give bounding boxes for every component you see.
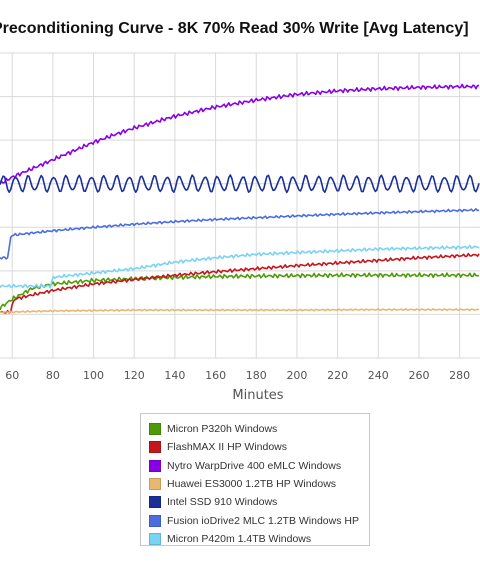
series-line	[0, 307, 480, 314]
x-tick-label: 100	[83, 369, 104, 382]
x-tick-label: 220	[327, 369, 348, 382]
legend-item: Intel SSD 910 Windows	[149, 493, 369, 511]
x-tick-labels: 60 80 100 120 140 160 180 200 220 240 260 280	[5, 369, 470, 382]
series-line	[0, 272, 480, 311]
legend: Micron P320h Windows FlashMAX II HP Windo…	[140, 413, 370, 546]
series-line	[0, 208, 480, 260]
x-tick-label: 260	[408, 369, 429, 382]
legend-swatch	[149, 459, 161, 472]
legend-item: Fusion ioDrive2 MLC 1.2TB Windows HP	[149, 511, 369, 529]
legend-label: Micron P320h Windows	[167, 423, 278, 436]
legend-swatch	[149, 441, 161, 454]
legend-swatch	[149, 423, 161, 436]
x-axis-label: Minutes	[232, 388, 284, 403]
chart-title: Preconditioning Curve - 8K 70% Read 30% …	[0, 20, 469, 37]
legend-swatch	[149, 496, 161, 509]
series-line	[0, 174, 480, 194]
x-tick-label: 240	[368, 369, 389, 382]
legend-swatch	[149, 532, 161, 545]
legend-label: Fusion ioDrive2 MLC 1.2TB Windows HP	[167, 514, 359, 527]
legend-label: Intel SSD 910 Windows	[167, 496, 278, 509]
legend-item: Micron P320h Windows	[149, 420, 369, 438]
legend-swatch	[149, 514, 161, 527]
series-line	[0, 83, 479, 185]
legend-item: Huawei ES3000 1.2TB HP Windows	[149, 475, 369, 493]
legend-item: Nytro WarpDrive 400 eMLC Windows	[149, 457, 369, 475]
legend-label: Micron P420m 1.4TB Windows	[167, 532, 312, 545]
series-line	[0, 244, 480, 289]
x-tick-label: 120	[124, 369, 145, 382]
x-tick-label: 140	[164, 369, 185, 382]
legend-label: Huawei ES3000 1.2TB HP Windows	[167, 478, 337, 491]
legend-item: Micron P420m 1.4TB Windows	[149, 530, 369, 548]
x-tick-label: 160	[205, 369, 226, 382]
x-tick-label: 180	[246, 369, 267, 382]
x-tick-label: 200	[286, 369, 307, 382]
legend-label: Nytro WarpDrive 400 eMLC Windows	[167, 459, 342, 472]
x-tick-label: 60	[5, 369, 19, 382]
series-lines	[0, 83, 480, 314]
legend-label: FlashMAX II HP Windows	[167, 441, 288, 454]
legend-swatch	[149, 478, 161, 491]
x-tick-label: 280	[449, 369, 470, 382]
grid	[0, 52, 480, 359]
series-line	[0, 252, 480, 314]
x-tick-label: 80	[46, 369, 60, 382]
legend-item: FlashMAX II HP Windows	[149, 438, 369, 456]
